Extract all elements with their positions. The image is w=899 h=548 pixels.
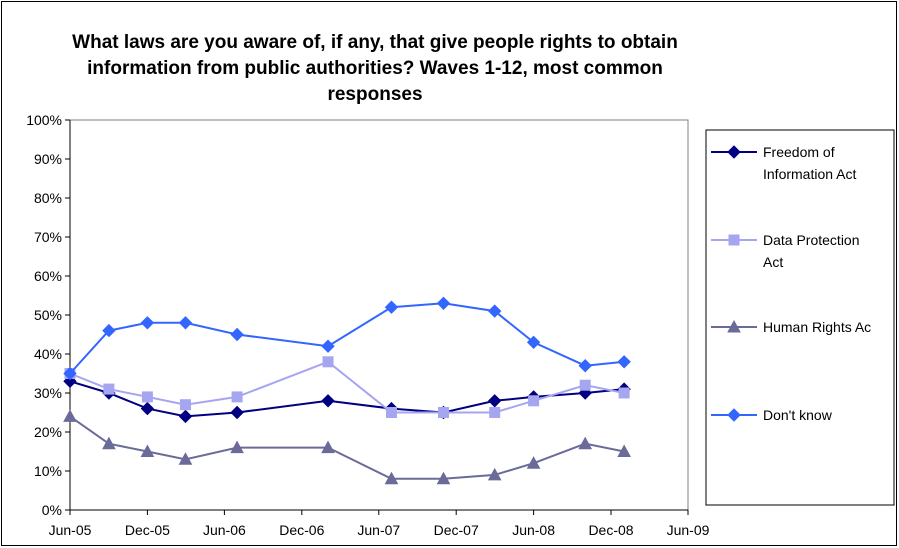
series-line xyxy=(69,360,625,414)
series-line xyxy=(69,415,625,480)
data-point xyxy=(230,440,244,454)
data-point xyxy=(178,409,193,424)
y-tick-label: 30% xyxy=(34,385,62,401)
data-point xyxy=(140,316,155,330)
data-point xyxy=(526,456,541,469)
x-tick-label: Dec-08 xyxy=(588,522,633,538)
data-point xyxy=(178,452,193,465)
data-point xyxy=(178,316,193,330)
legend-item: Data Protection Act xyxy=(711,232,860,270)
data-point xyxy=(526,335,541,350)
data-point xyxy=(487,394,502,408)
data-point xyxy=(384,300,399,314)
data-point xyxy=(322,356,334,368)
data-point xyxy=(63,366,77,381)
data-point xyxy=(103,383,115,395)
data-point xyxy=(141,391,153,403)
y-tick-label: 90% xyxy=(34,151,62,167)
data-point xyxy=(528,395,540,407)
legend-label: Freedom of xyxy=(763,144,835,160)
data-point xyxy=(140,401,155,416)
x-tick-label: Jun-08 xyxy=(512,522,555,538)
chart-title: What laws are you aware of, if any, that… xyxy=(72,32,678,105)
y-tick-label: 50% xyxy=(34,307,62,323)
legend-label: Act xyxy=(763,254,783,270)
legend-layer: Freedom of Information Act Data Protection… xyxy=(711,144,871,423)
legend-label: Human Rights Ac xyxy=(763,319,871,335)
data-point xyxy=(617,355,631,369)
data-point xyxy=(102,436,116,450)
y-tick-label: 100% xyxy=(26,112,62,128)
x-tick-label: Dec-05 xyxy=(125,522,170,538)
data-point xyxy=(230,405,244,420)
data-point xyxy=(321,440,335,454)
x-tick-label: Dec-07 xyxy=(434,522,479,538)
series-don-t-know xyxy=(63,296,631,381)
series-line xyxy=(69,380,625,418)
axes-layer: 0% 10% 20% 30% 40% 50% 60% 70% 80% 90% 100% Jun-05 D… xyxy=(26,112,709,538)
data-point xyxy=(487,304,502,318)
data-point xyxy=(321,339,335,353)
series-layer xyxy=(63,296,631,485)
data-point xyxy=(321,394,335,408)
data-point xyxy=(140,444,155,457)
legend-marker xyxy=(727,408,741,422)
legend-item: Freedom of Information Act xyxy=(711,144,856,182)
data-point xyxy=(436,296,451,311)
legend-item: Don't know xyxy=(711,407,833,423)
data-point xyxy=(579,379,591,391)
y-tick-label: 70% xyxy=(34,229,62,245)
x-tick-label: Jun-07 xyxy=(357,522,400,538)
y-tick-label: 40% xyxy=(34,346,62,362)
legend-item: Human Rights Ac xyxy=(711,319,871,335)
data-point xyxy=(578,436,593,450)
data-point xyxy=(63,409,77,422)
y-tick-label: 60% xyxy=(34,268,62,284)
legend-label: Don't know xyxy=(763,407,833,423)
data-point xyxy=(179,399,191,411)
data-point xyxy=(617,444,631,457)
y-tick-label: 10% xyxy=(34,463,62,479)
data-point xyxy=(385,407,397,418)
data-point xyxy=(231,391,243,403)
data-point xyxy=(578,358,592,373)
legend-label: Data Protection xyxy=(763,232,860,248)
data-point xyxy=(384,471,399,485)
x-tick-label: Dec-06 xyxy=(279,522,324,538)
legend-marker xyxy=(727,319,741,333)
data-point xyxy=(438,407,450,418)
data-point xyxy=(102,323,116,338)
x-tick-label: Jun-09 xyxy=(667,522,710,538)
data-point xyxy=(618,387,630,399)
data-point xyxy=(436,471,451,485)
data-point xyxy=(487,467,502,481)
y-tick-label: 0% xyxy=(42,502,62,518)
legend-marker xyxy=(728,234,740,246)
data-point xyxy=(230,327,244,342)
series-line xyxy=(69,302,625,375)
y-tick-label: 80% xyxy=(34,190,62,206)
legend-box xyxy=(705,129,895,506)
legend-marker xyxy=(727,145,741,159)
series-human-rights-act xyxy=(63,409,631,485)
legend-label: Information Act xyxy=(763,166,856,182)
data-point xyxy=(489,407,501,418)
y-tick-label: 20% xyxy=(34,424,62,440)
x-tick-label: Jun-05 xyxy=(49,522,92,538)
x-tick-label: Jun-06 xyxy=(203,522,246,538)
